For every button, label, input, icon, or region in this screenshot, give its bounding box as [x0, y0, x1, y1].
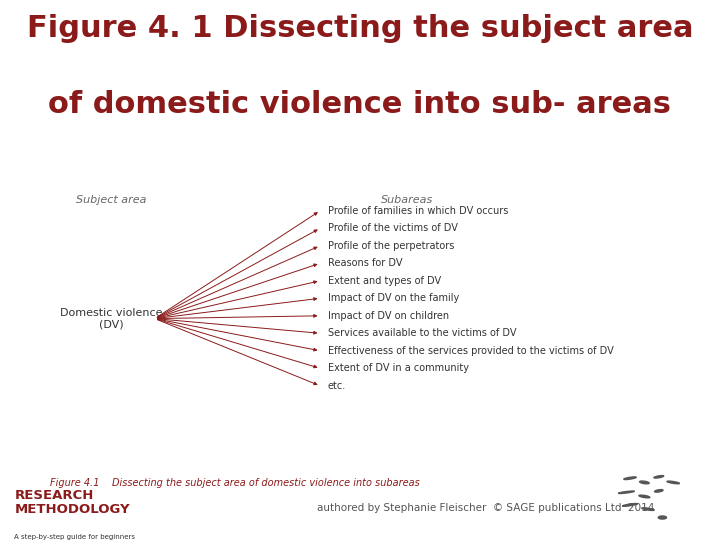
Text: Domestic violence
(DV): Domestic violence (DV) — [60, 308, 163, 329]
Ellipse shape — [658, 516, 667, 519]
Text: Services available to the victims of DV: Services available to the victims of DV — [328, 328, 516, 339]
Text: Profile of families in which DV occurs: Profile of families in which DV occurs — [328, 206, 508, 215]
Ellipse shape — [639, 481, 649, 484]
Text: Subject area: Subject area — [76, 195, 147, 205]
Text: Impact of DV on children: Impact of DV on children — [328, 311, 449, 321]
Ellipse shape — [667, 481, 680, 484]
Ellipse shape — [654, 476, 664, 478]
Text: of domestic violence into sub- areas: of domestic violence into sub- areas — [48, 90, 672, 119]
Text: Profile of the victims of DV: Profile of the victims of DV — [328, 223, 457, 233]
Text: RESEARCH
METHODOLOGY: RESEARCH METHODOLOGY — [14, 489, 130, 516]
Ellipse shape — [642, 508, 654, 510]
Text: Reasons for DV: Reasons for DV — [328, 258, 402, 268]
Text: authored by Stephanie Fleischer  © SAGE publications Ltd  2014: authored by Stephanie Fleischer © SAGE p… — [317, 503, 654, 514]
Text: A step-by-step guide for beginners: A step-by-step guide for beginners — [14, 535, 135, 540]
Text: Figure 4. 1 Dissecting the subject area: Figure 4. 1 Dissecting the subject area — [27, 14, 693, 43]
Text: Profile of the perpetrators: Profile of the perpetrators — [328, 241, 454, 251]
Ellipse shape — [622, 503, 638, 507]
Ellipse shape — [624, 477, 636, 480]
Ellipse shape — [639, 495, 650, 498]
Ellipse shape — [654, 490, 663, 492]
Text: Impact of DV on the family: Impact of DV on the family — [328, 293, 459, 303]
Text: Subareas: Subareas — [381, 195, 433, 205]
Text: etc.: etc. — [328, 381, 346, 391]
Text: Figure 4.1    Dissecting the subject area of domestic violence into subareas: Figure 4.1 Dissecting the subject area o… — [50, 478, 420, 488]
Text: Effectiveness of the services provided to the victims of DV: Effectiveness of the services provided t… — [328, 346, 613, 356]
Text: Extent and types of DV: Extent and types of DV — [328, 276, 441, 286]
Ellipse shape — [618, 491, 634, 494]
Text: Extent of DV in a community: Extent of DV in a community — [328, 363, 469, 373]
